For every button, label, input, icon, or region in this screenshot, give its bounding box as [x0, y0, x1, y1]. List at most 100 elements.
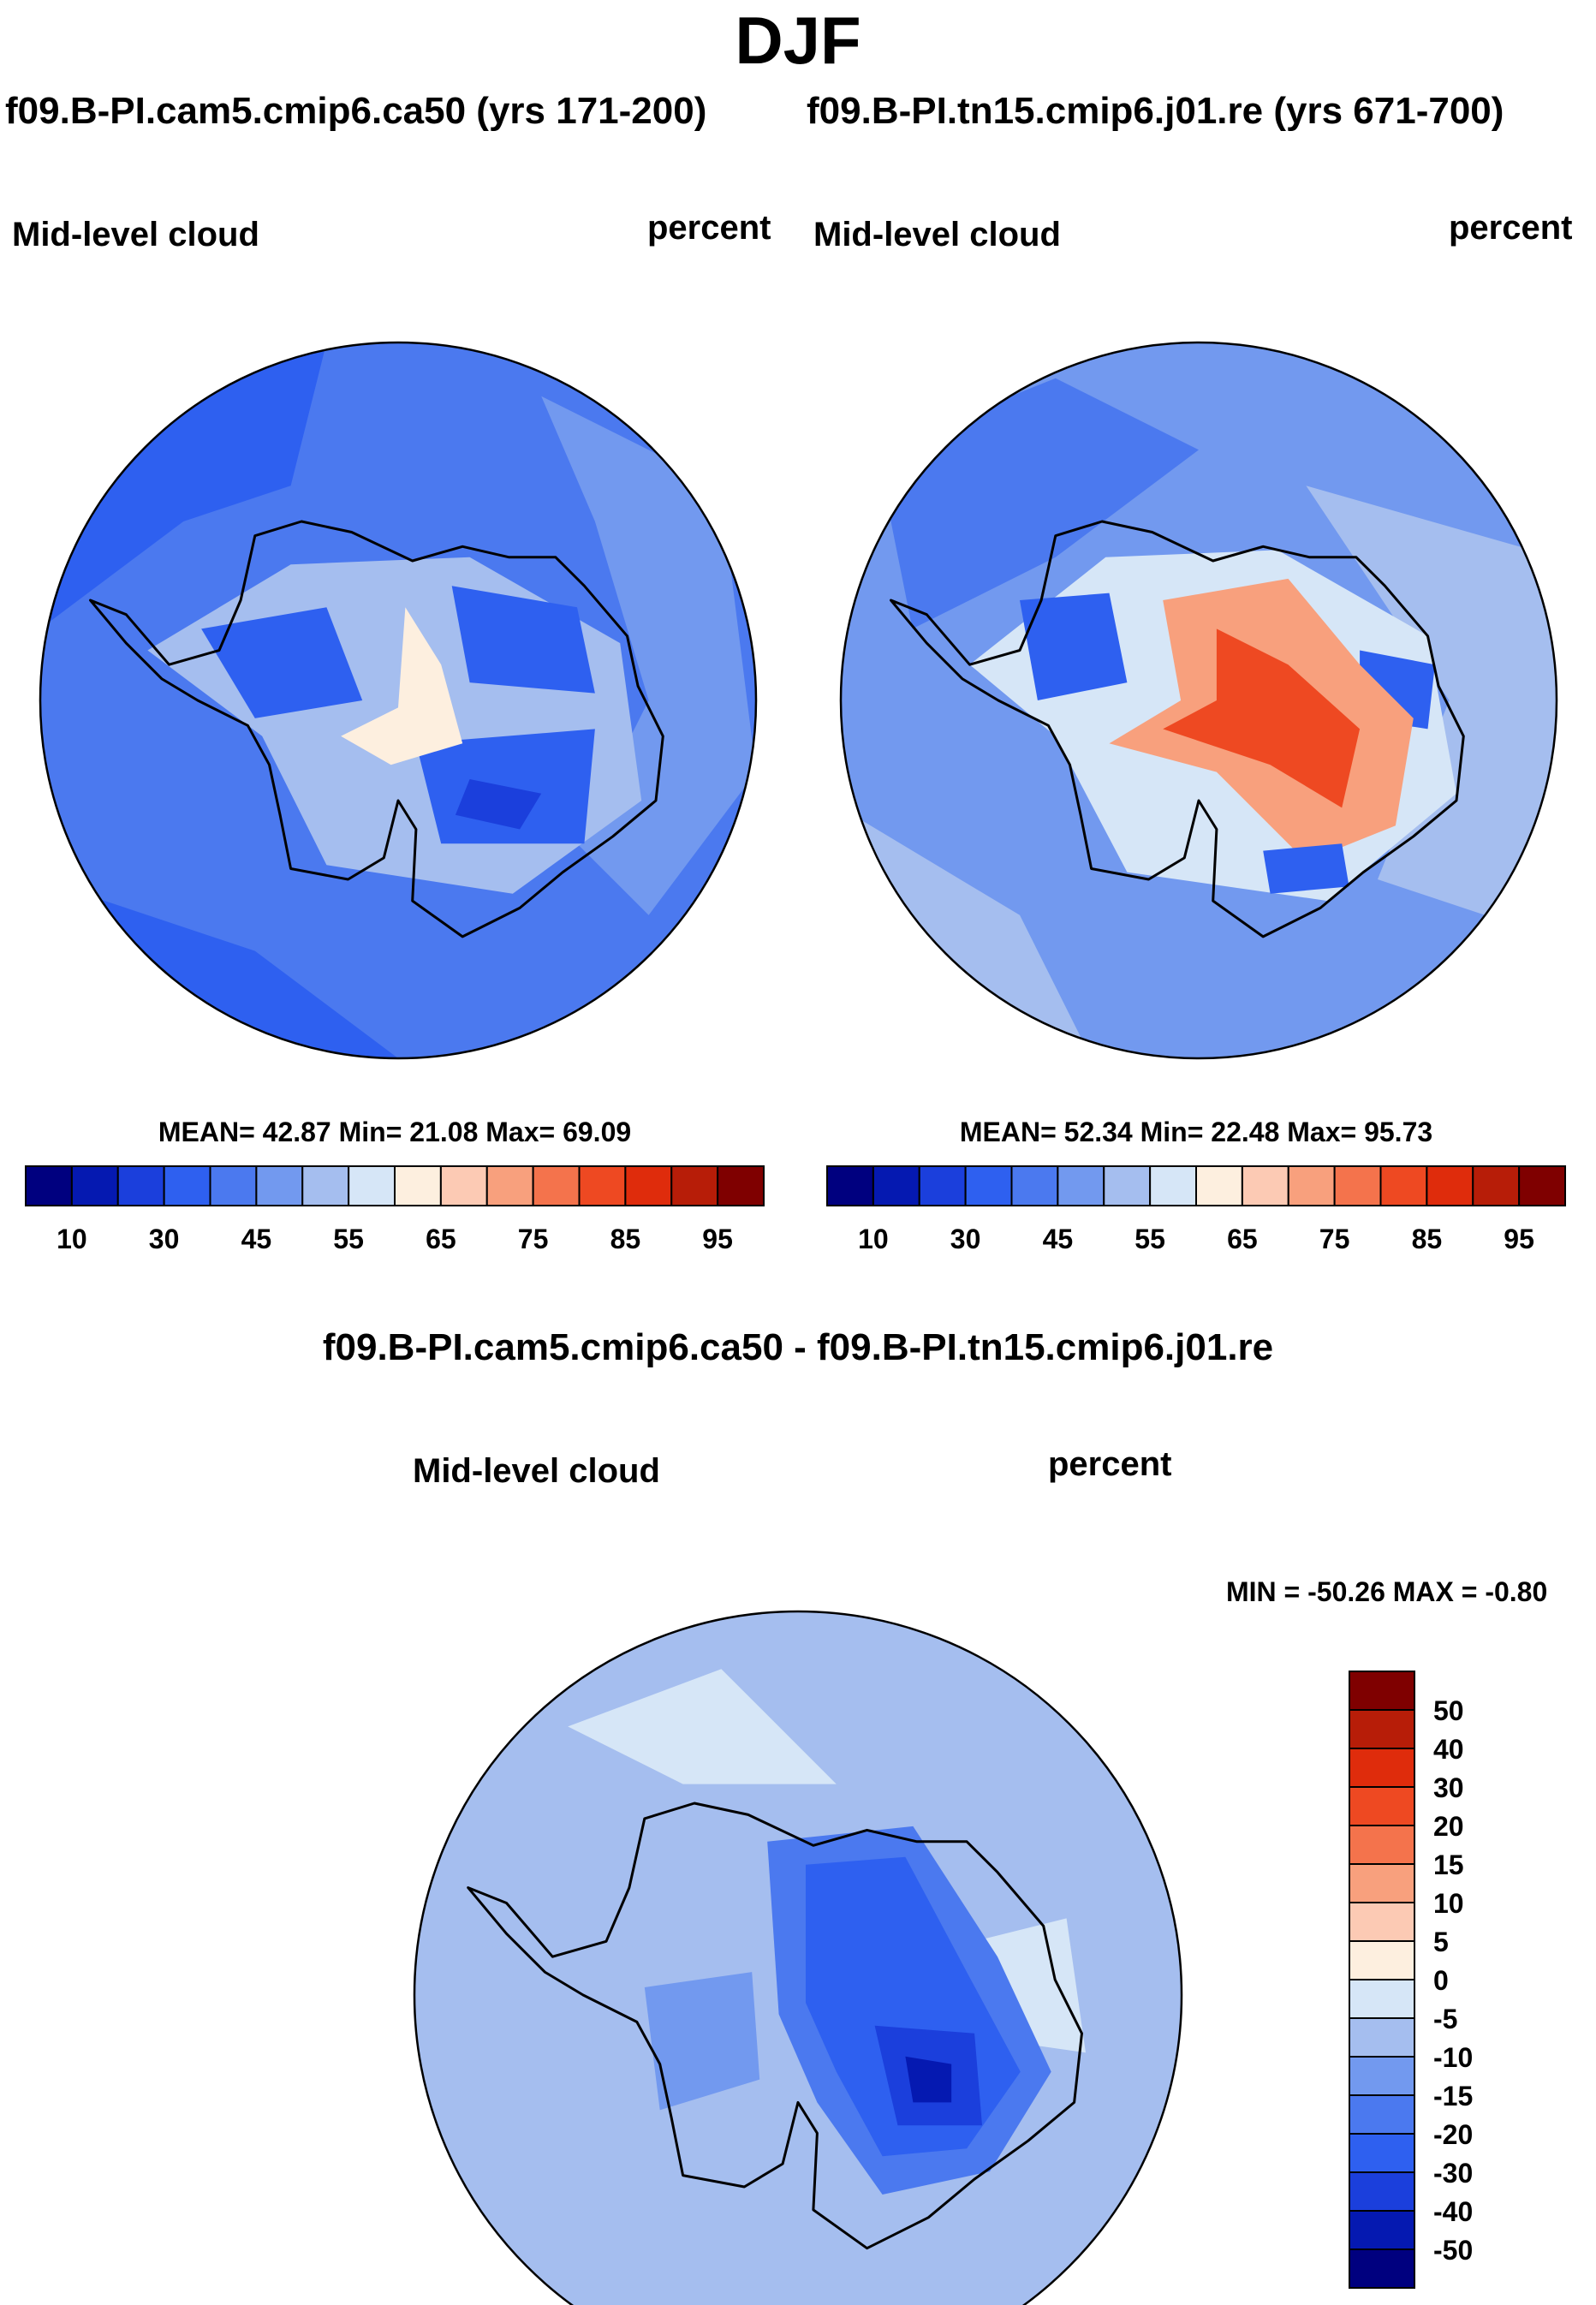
colorbar-2-box-1	[826, 1165, 874, 1206]
colorbar-3-box-10	[1349, 1902, 1415, 1942]
colorbar-1-box-5	[209, 1165, 258, 1206]
map-panel-1	[40, 342, 756, 1058]
colorbar-3-tick-label: -10	[1433, 2042, 1473, 2073]
map-1-contour-region-5	[201, 607, 363, 718]
colorbar-3-box-15	[1349, 1709, 1415, 1749]
colorbar-3-box-9	[1349, 1940, 1415, 1980]
colorbar-1-box-7	[301, 1165, 350, 1206]
map-panel-3	[414, 1611, 1182, 2305]
colorbar-3-tick-label: 50	[1433, 1695, 1464, 1726]
map-2-contour-region-9	[1263, 843, 1349, 894]
colorbar-1-tick-label: 10	[57, 1224, 87, 1254]
colorbar-3-tick-label: 30	[1433, 1772, 1464, 1803]
colorbar-3-box-3	[1349, 2171, 1415, 2212]
colorbar-1-box-11	[485, 1165, 534, 1206]
panel3-units-label: percent	[1048, 1445, 1172, 1483]
colorbar-2-box-3	[918, 1165, 967, 1206]
colorbar-1-box-3	[116, 1165, 165, 1206]
colorbar-1-tick-label: 30	[149, 1224, 180, 1254]
figure-title: DJF	[735, 3, 861, 78]
colorbar-3-tick-label: -20	[1433, 2119, 1473, 2150]
colorbar-3-tick-label: 15	[1433, 1849, 1464, 1880]
colorbar-1-box-16	[717, 1165, 765, 1206]
colorbar-2-tick-label: 45	[1043, 1224, 1074, 1254]
map-2-contour-region-5	[1020, 593, 1128, 700]
colorbar-1-tick-label: 95	[702, 1224, 733, 1254]
map-1-contour-region-6	[451, 586, 595, 694]
colorbar-3-box-7	[1349, 2017, 1415, 2058]
colorbar-1-box-12	[532, 1165, 581, 1206]
colorbar-3-tick-label: 40	[1433, 1734, 1464, 1765]
colorbar-2-box-11	[1287, 1165, 1336, 1206]
colorbar-3-tick-label: 20	[1433, 1811, 1464, 1842]
colorbar-3-tick-label: 0	[1433, 1965, 1449, 1996]
map-3-contour-region-1	[568, 1669, 837, 1784]
map-3-boundary	[413, 1610, 1183, 2305]
colorbar-3-tick-label: -5	[1433, 2004, 1457, 2034]
map-1-contour-region-9	[455, 779, 542, 830]
colorbar-2-box-4	[964, 1165, 1013, 1206]
panel3-variable-label: Mid-level cloud	[413, 1452, 660, 1490]
colorbar-3-box-1	[1349, 2248, 1415, 2289]
colorbar-3-tick-label: -50	[1433, 2235, 1473, 2266]
map-3-contour-region-3	[644, 1972, 760, 2111]
map-1-contour-region-8	[341, 607, 463, 765]
panel1-variable-label: Mid-level cloud	[12, 216, 259, 253]
colorbar-1-box-9	[394, 1165, 442, 1206]
colorbar-2-box-10	[1241, 1165, 1289, 1206]
colorbar-2-box-16	[1518, 1165, 1567, 1206]
map-2-coastline	[890, 520, 1465, 938]
colorbar-3-box-2	[1349, 2210, 1415, 2250]
panel2-variable-label: Mid-level cloud	[813, 216, 1061, 253]
colorbars-layer: 10 30 45 55 65 75 85 95 10 30 45 55 65 75 85 95-50-40-3…	[25, 1165, 1567, 2289]
map-2-contour-region-8	[1163, 628, 1361, 808]
colorbar-1-box-14	[624, 1165, 673, 1206]
case2-label: f09.B-PI.tn15.cmip6.j01.re (yrs 671-700)	[807, 90, 1504, 132]
colorbar-3-box-16	[1349, 1671, 1415, 1711]
map-3-coastline	[467, 1802, 1083, 2250]
colorbar-3-box-11	[1349, 1863, 1415, 1903]
colorbar-2-box-7	[1103, 1165, 1152, 1206]
panel2-stats: MEAN= 52.34 Min= 22.48 Max= 95.73	[959, 1117, 1433, 1147]
colorbar-2-box-8	[1149, 1165, 1198, 1206]
colorbar-1-box-13	[578, 1165, 627, 1206]
colorbar-3-box-6	[1349, 2056, 1415, 2096]
colorbar-2-tick-label: 95	[1504, 1224, 1534, 1254]
colorbar-2-tick-label: 85	[1412, 1224, 1443, 1254]
colorbar-2-tick-label: 30	[950, 1224, 981, 1254]
colorbar-2-box-6	[1057, 1165, 1105, 1206]
panel3-minmax: MIN = -50.26 MAX = -0.80	[1226, 1576, 1548, 1607]
maps-layer	[39, 341, 1558, 2305]
colorbar-2-box-5	[1010, 1165, 1059, 1206]
difference-title: f09.B-PI.cam5.cmip6.ca50 - f09.B-PI.tn15…	[322, 1326, 1274, 1368]
map-1-contour-region-3	[541, 396, 756, 915]
panel1-units-label: percent	[647, 209, 771, 247]
map-1-boundary	[39, 341, 758, 1060]
colorbar-3-tick-label: -40	[1433, 2196, 1473, 2227]
colorbar-1-tick-label: 75	[518, 1224, 549, 1254]
colorbar-1-tick-label: 85	[610, 1224, 641, 1254]
colorbar-3-box-12	[1349, 1825, 1415, 1865]
colorbar-3-tick-label: -15	[1433, 2081, 1473, 2111]
colorbar-1-box-15	[670, 1165, 719, 1206]
colorbar-3-tick-label: 5	[1433, 1927, 1449, 1957]
colorbar-3-box-14	[1349, 1748, 1415, 1788]
colorbar-1-box-4	[163, 1165, 211, 1206]
colorbar-2-tick-label: 55	[1134, 1224, 1165, 1254]
map-2-contour-region-1	[876, 378, 1199, 629]
panel2-units-label: percent	[1449, 209, 1573, 247]
colorbar-2-box-9	[1195, 1165, 1243, 1206]
colorbar-1-box-2	[70, 1165, 119, 1206]
panel1-stats: MEAN= 42.87 Min= 21.08 Max= 69.09	[158, 1117, 632, 1147]
colorbar-2-box-14	[1426, 1165, 1474, 1206]
colorbar-1-box-8	[348, 1165, 396, 1206]
case1-label: f09.B-PI.cam5.cmip6.ca50 (yrs 171-200)	[5, 90, 707, 132]
colorbar-2-box-2	[872, 1165, 920, 1206]
colorbar-2-box-15	[1472, 1165, 1521, 1206]
colorbar-3-tick-label: -30	[1433, 2158, 1473, 2189]
colorbar-1-tick-label: 65	[426, 1224, 456, 1254]
colorbar-1-box-6	[255, 1165, 304, 1206]
colorbar-2-tick-label: 65	[1227, 1224, 1258, 1254]
colorbar-3-box-8	[1349, 1979, 1415, 2019]
